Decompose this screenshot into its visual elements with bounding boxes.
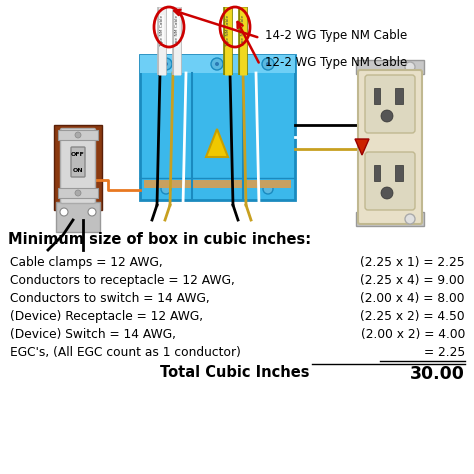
Circle shape (60, 208, 68, 216)
FancyBboxPatch shape (58, 130, 98, 140)
Text: OFF: OFF (71, 152, 85, 156)
Circle shape (160, 58, 172, 70)
FancyBboxPatch shape (365, 75, 415, 133)
Text: Conductors to receptacle = 12 AWG,: Conductors to receptacle = 12 AWG, (10, 274, 235, 287)
Circle shape (266, 62, 270, 66)
Polygon shape (206, 129, 228, 157)
Circle shape (75, 190, 81, 196)
FancyBboxPatch shape (395, 164, 403, 181)
Circle shape (75, 132, 81, 138)
FancyBboxPatch shape (71, 147, 85, 177)
Polygon shape (140, 55, 295, 73)
Circle shape (161, 184, 171, 194)
Text: 14-2 WG Type NM Cable: 14-2 WG Type NM Cable (265, 28, 407, 42)
Polygon shape (355, 139, 369, 155)
Text: Total Cubic Inches: Total Cubic Inches (161, 365, 310, 380)
Text: Type NM Cable: Type NM Cable (226, 15, 230, 47)
Circle shape (405, 62, 415, 72)
Text: 30.00: 30.00 (410, 365, 465, 383)
Text: EGC's, (All EGC count as 1 conductor): EGC's, (All EGC count as 1 conductor) (10, 346, 241, 359)
Text: Type NM Cable: Type NM Cable (241, 15, 245, 47)
Text: ON: ON (73, 167, 83, 173)
Text: (2.25 x 4) = 9.00: (2.25 x 4) = 9.00 (361, 274, 465, 287)
Text: = 2.25: = 2.25 (424, 346, 465, 359)
Circle shape (262, 58, 274, 70)
Text: Conductors to switch = 14 AWG,: Conductors to switch = 14 AWG, (10, 292, 210, 305)
Circle shape (211, 58, 223, 70)
FancyBboxPatch shape (54, 125, 102, 210)
FancyBboxPatch shape (374, 88, 380, 104)
Text: (2.25 x 1) = 2.25: (2.25 x 1) = 2.25 (360, 256, 465, 269)
Circle shape (263, 184, 273, 194)
Circle shape (405, 214, 415, 224)
Text: Type NM Cable: Type NM Cable (175, 15, 179, 47)
Circle shape (215, 62, 219, 66)
FancyBboxPatch shape (365, 152, 415, 210)
Text: (2.00 x 2) = 4.00: (2.00 x 2) = 4.00 (361, 328, 465, 341)
Text: Minimum size of box in cubic inches:: Minimum size of box in cubic inches: (8, 232, 311, 247)
Circle shape (88, 208, 96, 216)
FancyBboxPatch shape (144, 180, 291, 188)
Text: Type NM Cable: Type NM Cable (160, 15, 164, 47)
FancyBboxPatch shape (358, 70, 422, 224)
Text: 12-2 WG Type NM Cable: 12-2 WG Type NM Cable (265, 55, 407, 69)
Polygon shape (140, 55, 295, 200)
FancyBboxPatch shape (356, 212, 424, 226)
FancyBboxPatch shape (61, 128, 95, 203)
FancyBboxPatch shape (58, 188, 98, 198)
FancyBboxPatch shape (374, 164, 380, 181)
Circle shape (381, 110, 393, 122)
FancyBboxPatch shape (56, 202, 100, 232)
FancyBboxPatch shape (356, 60, 424, 74)
Text: Cable clamps = 12 AWG,: Cable clamps = 12 AWG, (10, 256, 163, 269)
Circle shape (381, 187, 393, 199)
Circle shape (164, 62, 168, 66)
Text: (2.25 x 2) = 4.50: (2.25 x 2) = 4.50 (360, 310, 465, 323)
Text: (Device) Switch = 14 AWG,: (Device) Switch = 14 AWG, (10, 328, 176, 341)
FancyBboxPatch shape (395, 88, 403, 104)
Text: (2.00 x 4) = 8.00: (2.00 x 4) = 8.00 (361, 292, 465, 305)
Text: (Device) Receptacle = 12 AWG,: (Device) Receptacle = 12 AWG, (10, 310, 203, 323)
